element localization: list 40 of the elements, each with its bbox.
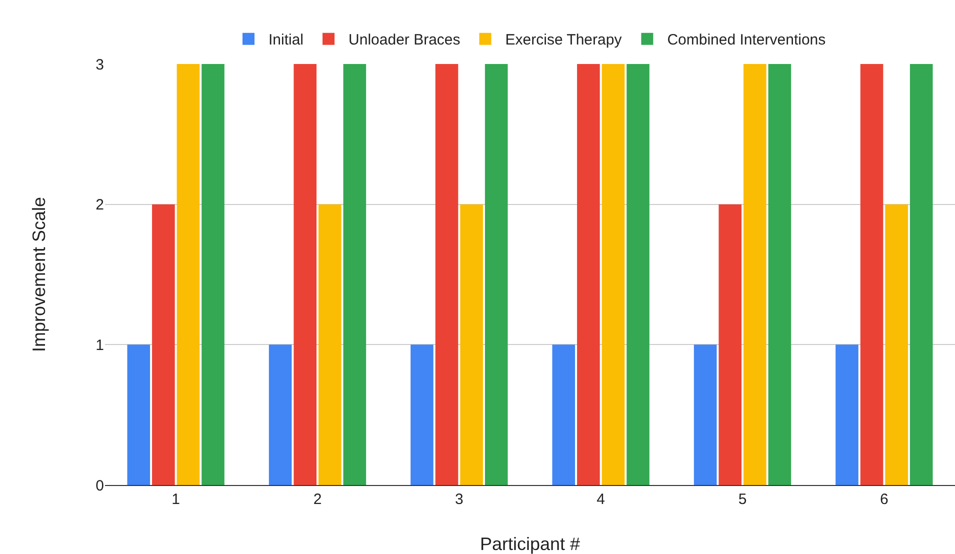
y-tick-label: 2 — [96, 196, 104, 214]
bar — [626, 64, 650, 485]
legend-label: Unloader Braces — [348, 32, 460, 49]
bar — [268, 344, 292, 485]
x-tick-label: 5 — [738, 491, 747, 508]
legend-label: Exercise Therapy — [505, 32, 622, 49]
y-tick-label: 1 — [96, 336, 104, 354]
y-tick-label: 3 — [96, 56, 104, 74]
bar — [694, 344, 717, 485]
x-tick-label: 4 — [596, 491, 605, 508]
x-tick-label: 3 — [455, 491, 464, 508]
bar — [577, 64, 600, 485]
x-tick-label: 6 — [880, 491, 888, 508]
bar — [343, 64, 366, 485]
bar — [885, 204, 908, 485]
bar — [836, 344, 858, 485]
bar — [460, 204, 483, 485]
bar — [435, 64, 458, 485]
bar — [294, 64, 317, 485]
bar — [910, 64, 933, 485]
bar — [602, 64, 625, 485]
bar — [718, 204, 742, 485]
bar — [410, 344, 434, 485]
bar — [484, 64, 508, 485]
x-axis-title: Participant # — [480, 534, 580, 554]
bar — [152, 204, 175, 485]
bar — [176, 64, 200, 485]
bar — [318, 204, 342, 485]
bar — [552, 344, 576, 485]
y-axis-title: Improvement Scale — [28, 196, 49, 352]
bar — [743, 64, 766, 485]
bar — [127, 344, 150, 485]
legend-label: Initial — [268, 32, 304, 49]
bar — [202, 64, 224, 485]
legend-label: Combined Interventions — [667, 32, 826, 49]
y-tick-label: 0 — [96, 477, 104, 494]
bar — [768, 64, 792, 485]
x-tick-label: 1 — [172, 491, 180, 508]
bar — [860, 64, 884, 485]
x-tick-label: 2 — [313, 491, 322, 508]
